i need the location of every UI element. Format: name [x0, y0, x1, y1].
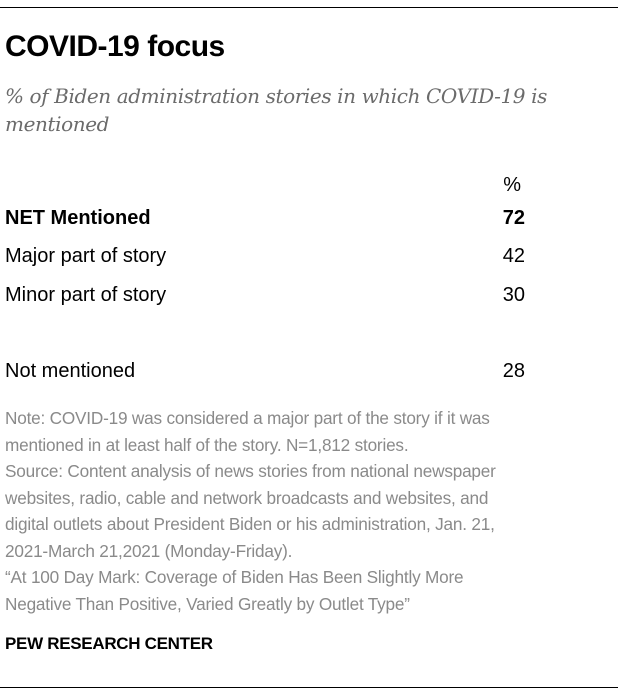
note-line: Note: COVID-19 was considered a major pa…: [5, 408, 490, 428]
row-value: 30: [502, 284, 525, 306]
top-rule: [0, 7, 618, 8]
brand-logo-text: PEW RESEARCH CENTER: [5, 634, 213, 653]
source-line: Source: Content analysis of news stories…: [5, 461, 496, 481]
chart-subtitle: % of Biden administration stories in whi…: [5, 84, 547, 136]
report-title-line: Negative Than Positive, Varied Greatly b…: [5, 593, 410, 614]
bottom-rule: [0, 687, 618, 688]
chart-title: COVID-19 focus: [5, 30, 225, 63]
row-label: Not mentioned: [5, 360, 136, 382]
row-label: NET Mentioned: [5, 207, 151, 229]
source-line: 2021-March 21,2021 (Monday-Friday).: [5, 540, 293, 561]
row-value: 28: [502, 360, 525, 382]
note-line: mentioned in at least half of the story.…: [5, 434, 409, 455]
report-title-line: “At 100 Day Mark: Coverage of Biden Has …: [5, 567, 464, 587]
source-line: websites, radio, cable and network broad…: [5, 487, 489, 508]
notes: Note: COVID-19 was considered a major pa…: [5, 405, 615, 617]
source-line: digital outlets about President Biden or…: [5, 514, 495, 534]
column-header-percent: %: [503, 174, 521, 196]
row-value: 42: [502, 245, 525, 267]
row-label: Minor part of story: [5, 284, 167, 306]
row-value: 72: [502, 207, 525, 229]
row-label: Major part of story: [5, 245, 167, 267]
